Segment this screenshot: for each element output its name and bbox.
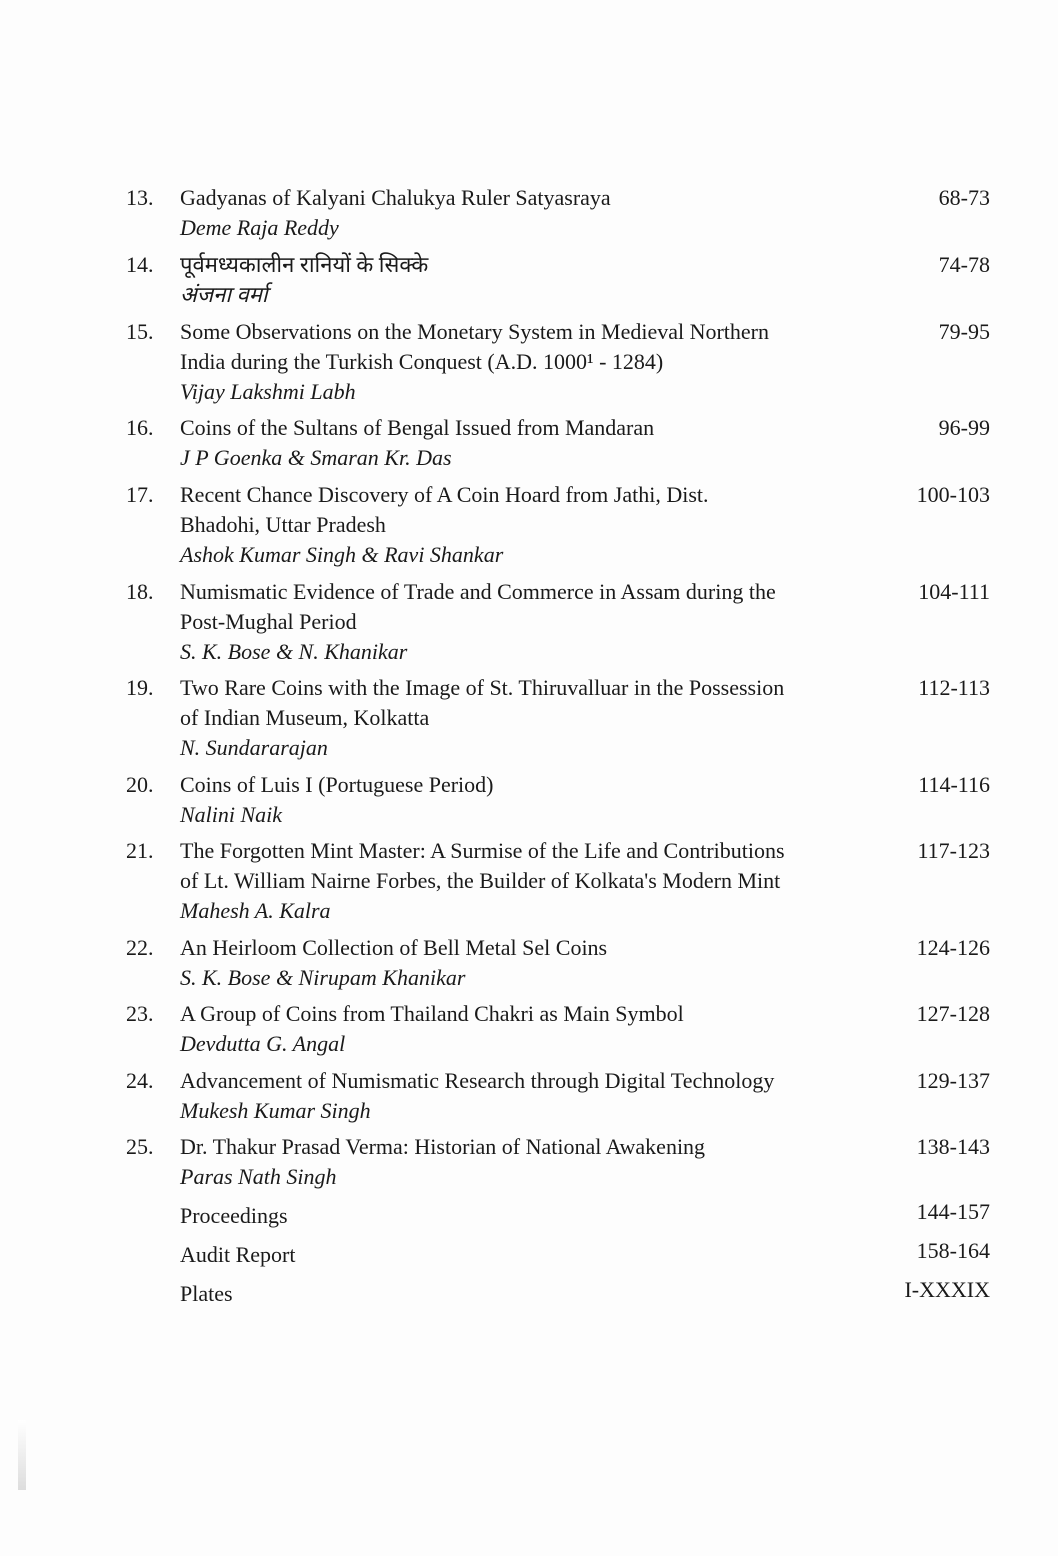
entry-author: Deme Raja Reddy bbox=[180, 215, 339, 240]
entry-body: Recent Chance Discovery of A Coin Hoard … bbox=[180, 480, 890, 570]
entry-title-line: Bhadohi, Uttar Pradesh bbox=[180, 512, 386, 537]
entry-title-line: Some Observations on the Monetary System… bbox=[180, 319, 770, 344]
entry-pages: 68-73 bbox=[938, 185, 990, 210]
entry-number: 13. bbox=[126, 185, 154, 210]
entry-author: S. K. Bose & Nirupam Khanikar bbox=[180, 965, 466, 990]
page-edge-shadow bbox=[18, 1420, 26, 1490]
entry-body: Advancement of Numismatic Research throu… bbox=[180, 1066, 890, 1126]
entry-title-line: Proceedings bbox=[180, 1203, 288, 1228]
entry-pages: 114-116 bbox=[918, 772, 990, 797]
entry-number: 16. bbox=[126, 415, 154, 440]
entry-pages: 74-78 bbox=[938, 252, 990, 277]
entry-author: J P Goenka & Smaran Kr. Das bbox=[180, 445, 452, 470]
entry-title-line: Recent Chance Discovery of A Coin Hoard … bbox=[180, 482, 709, 507]
entry-number: 24. bbox=[126, 1068, 154, 1093]
entry-title-line: Post-Mughal Period bbox=[180, 609, 357, 634]
entry-body: A Group of Coins from Thailand Chakri as… bbox=[180, 999, 890, 1059]
entry-body: Dr. Thakur Prasad Verma: Historian of Na… bbox=[180, 1132, 890, 1192]
entry-number: 22. bbox=[126, 935, 154, 960]
entry-title-line: Coins of Luis I (Portuguese Period) bbox=[180, 772, 494, 797]
entry-body: Plates bbox=[180, 1279, 890, 1309]
entry-title-line: The Forgotten Mint Master: A Surmise of … bbox=[180, 838, 785, 863]
entry-body: Two Rare Coins with the Image of St. Thi… bbox=[180, 673, 890, 763]
entry-pages: 117-123 bbox=[917, 838, 990, 863]
entry-author: Devdutta G. Angal bbox=[180, 1031, 346, 1056]
entry-author: S. K. Bose & N. Khanikar bbox=[180, 639, 408, 664]
entry-pages: 158-164 bbox=[916, 1238, 990, 1263]
entry-number: 20. bbox=[126, 772, 154, 797]
entry-author: Nalini Naik bbox=[180, 802, 283, 827]
entry-title-line: Gadyanas of Kalyani Chalukya Ruler Satya… bbox=[180, 185, 611, 210]
entry-title-line: Advancement of Numismatic Research throu… bbox=[180, 1068, 775, 1093]
entry-pages: 124-126 bbox=[916, 935, 990, 960]
entry-pages: I-XXXIX bbox=[904, 1277, 990, 1302]
entry-body: Coins of the Sultans of Bengal Issued fr… bbox=[180, 413, 890, 473]
entry-number: 15. bbox=[126, 319, 154, 344]
entry-pages: 79-95 bbox=[938, 319, 990, 344]
entry-body: Gadyanas of Kalyani Chalukya Ruler Satya… bbox=[180, 183, 890, 243]
entry-body: Coins of Luis I (Portuguese Period) Nalin… bbox=[180, 770, 890, 830]
entry-body: Proceedings bbox=[180, 1201, 890, 1231]
entry-pages: 112-113 bbox=[918, 675, 990, 700]
entry-title-line: of Indian Museum, Kolkatta bbox=[180, 705, 430, 730]
entry-title-line: Plates bbox=[180, 1281, 233, 1306]
entry-number: 18. bbox=[126, 579, 154, 604]
entry-title-line: Audit Report bbox=[180, 1242, 296, 1267]
entry-title-line: Dr. Thakur Prasad Verma: Historian of Na… bbox=[180, 1134, 706, 1159]
entry-pages: 96-99 bbox=[938, 415, 990, 440]
entry-body: An Heirloom Collection of Bell Metal Sel… bbox=[180, 933, 890, 993]
entry-title-line: Coins of the Sultans of Bengal Issued fr… bbox=[180, 415, 655, 440]
entry-number: 14. bbox=[126, 252, 154, 277]
entry-title-line: A Group of Coins from Thailand Chakri as… bbox=[180, 1001, 684, 1026]
entry-number: 19. bbox=[126, 675, 154, 700]
entry-title-line: Numismatic Evidence of Trade and Commerc… bbox=[180, 579, 776, 604]
entry-body: The Forgotten Mint Master: A Surmise of … bbox=[180, 836, 890, 926]
entry-author: Mahesh A. Kalra bbox=[180, 898, 331, 923]
entry-number: 17. bbox=[126, 482, 154, 507]
entry-author: अंजना वर्मा bbox=[180, 282, 268, 307]
entry-pages: 100-103 bbox=[916, 482, 990, 507]
entry-author: Vijay Lakshmi Labh bbox=[180, 379, 356, 404]
entry-title-line: India during the Turkish Conquest (A.D. … bbox=[180, 349, 664, 374]
entry-body: Audit Report bbox=[180, 1240, 890, 1270]
entry-author: Ashok Kumar Singh & Ravi Shankar bbox=[180, 542, 504, 567]
entry-body: Some Observations on the Monetary System… bbox=[180, 317, 890, 407]
entry-title-line: पूर्वमध्यकालीन रानियों के सिक्के bbox=[180, 252, 429, 277]
entry-author: Paras Nath Singh bbox=[180, 1164, 337, 1189]
entry-pages: 129-137 bbox=[916, 1068, 990, 1093]
entry-pages: 144-157 bbox=[916, 1199, 990, 1224]
entry-body: Numismatic Evidence of Trade and Commerc… bbox=[180, 577, 890, 667]
entry-number: 25. bbox=[126, 1134, 154, 1159]
entry-body: पूर्वमध्यकालीन रानियों के सिक्के अंजना वर… bbox=[180, 250, 890, 310]
entry-number: 21. bbox=[126, 838, 154, 863]
entry-pages: 138-143 bbox=[916, 1134, 990, 1159]
entry-author: Mukesh Kumar Singh bbox=[180, 1098, 371, 1123]
entry-title-line: of Lt. William Nairne Forbes, the Builde… bbox=[180, 868, 781, 893]
entry-pages: 104-111 bbox=[918, 579, 990, 604]
entry-number: 23. bbox=[126, 1001, 154, 1026]
entry-pages: 127-128 bbox=[916, 1001, 990, 1026]
entry-title-line: An Heirloom Collection of Bell Metal Sel… bbox=[180, 935, 608, 960]
entry-author: N. Sundararajan bbox=[180, 735, 328, 760]
entry-title-line: Two Rare Coins with the Image of St. Thi… bbox=[180, 675, 785, 700]
